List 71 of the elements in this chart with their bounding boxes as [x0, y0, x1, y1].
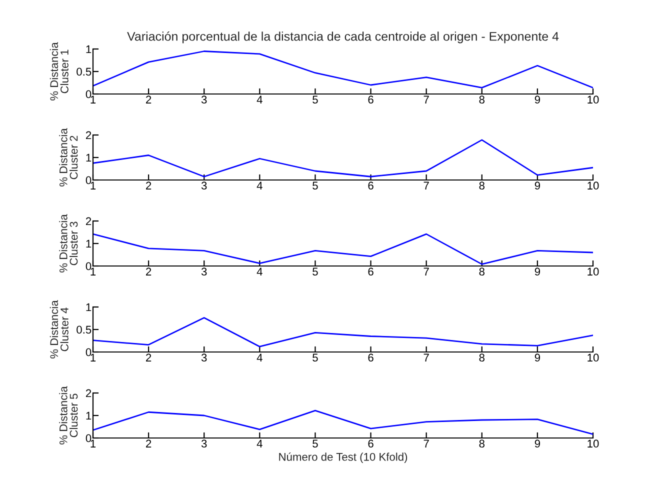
x-tick-label: 2: [146, 268, 152, 276]
x-tick-label: 2: [146, 440, 152, 448]
y-tick-label: 1: [86, 240, 92, 248]
x-tick-label: 9: [534, 268, 540, 276]
x-tick-label: 8: [479, 96, 484, 104]
chart-title: Variación porcentual de la distancia de cada centroide al origen - Exponente 4: [127, 31, 559, 44]
x-tick-label: 10: [588, 268, 599, 276]
y-tick-label: 0: [86, 176, 92, 184]
y-tick-label: 2: [86, 131, 92, 140]
x-tick-label: 3: [201, 268, 207, 276]
x-tick-label: 9: [534, 96, 540, 104]
line-series: [93, 50, 593, 88]
y-axis-title: % Distancia Cluster 5: [59, 386, 78, 444]
y-tick-label: 2: [86, 389, 92, 398]
y-axis-title: % Distancia Cluster 2: [59, 128, 78, 186]
y-tick-label: 0.5: [76, 326, 92, 334]
y-tick-label: 0.5: [76, 68, 92, 76]
x-tick-label: 4: [256, 440, 262, 448]
x-tick-label: 5: [312, 96, 318, 104]
y-tick-label: 0: [86, 262, 92, 270]
x-tick-label: 5: [312, 182, 318, 190]
x-tick-label: 10: [588, 182, 599, 190]
y-tick-label: 1: [86, 412, 92, 420]
x-tick-label: 3: [201, 96, 207, 104]
x-tick-label: 5: [312, 268, 318, 276]
y-tick-label: 1: [86, 45, 92, 54]
x-tick-label: 10: [588, 440, 599, 448]
y-axis-title: % Distancia Cluster 3: [59, 214, 78, 272]
y-tick-label: 0: [86, 434, 92, 442]
x-tick-label: 6: [368, 440, 374, 448]
line-series: [93, 317, 593, 348]
x-tick-label: 3: [201, 182, 207, 190]
x-tick-label: 3: [201, 354, 207, 362]
x-tick-label: 9: [534, 182, 540, 190]
x-tick-label: 4: [256, 268, 262, 276]
x-tick-label: 7: [424, 182, 429, 190]
x-tick-label: 7: [424, 354, 429, 362]
y-axis-title: % Distancia Cluster 4: [50, 300, 68, 358]
x-tick-label: 8: [479, 440, 484, 448]
x-tick-label: 6: [368, 354, 374, 362]
y-tick-label: 1: [86, 154, 92, 162]
x-axis-title: Número de Test (10 Kfold): [279, 452, 408, 463]
x-tick-label: 2: [146, 96, 152, 104]
line-series: [93, 410, 593, 435]
x-tick-label: 7: [424, 440, 429, 448]
x-tick-label: 6: [368, 96, 374, 104]
x-tick-label: 2: [146, 354, 152, 362]
x-tick-label: 7: [424, 96, 429, 104]
x-tick-label: 4: [256, 96, 262, 104]
y-axis-title: % Distancia Cluster 1: [50, 42, 68, 100]
x-tick-label: 5: [312, 354, 318, 362]
x-tick-label: 9: [534, 440, 540, 448]
y-tick-label: 2: [86, 217, 92, 226]
x-tick-label: 8: [479, 268, 484, 276]
x-tick-label: 8: [479, 354, 484, 362]
x-tick-label: 7: [424, 268, 429, 276]
x-tick-label: 10: [588, 354, 599, 362]
x-tick-label: 4: [256, 354, 262, 362]
x-tick-label: 6: [368, 268, 374, 276]
x-tick-label: 4: [256, 182, 262, 190]
y-tick-label: 0: [86, 90, 92, 98]
x-tick-label: 9: [534, 354, 540, 362]
line-series: [93, 139, 593, 178]
x-tick-label: 2: [146, 182, 152, 190]
x-tick-label: 6: [368, 182, 374, 190]
x-tick-label: 8: [479, 182, 484, 190]
y-tick-label: 1: [86, 303, 92, 312]
x-tick-label: 5: [312, 440, 318, 448]
x-tick-label: 10: [588, 96, 599, 104]
y-tick-label: 0: [86, 348, 92, 356]
x-tick-label: 3: [201, 440, 207, 448]
